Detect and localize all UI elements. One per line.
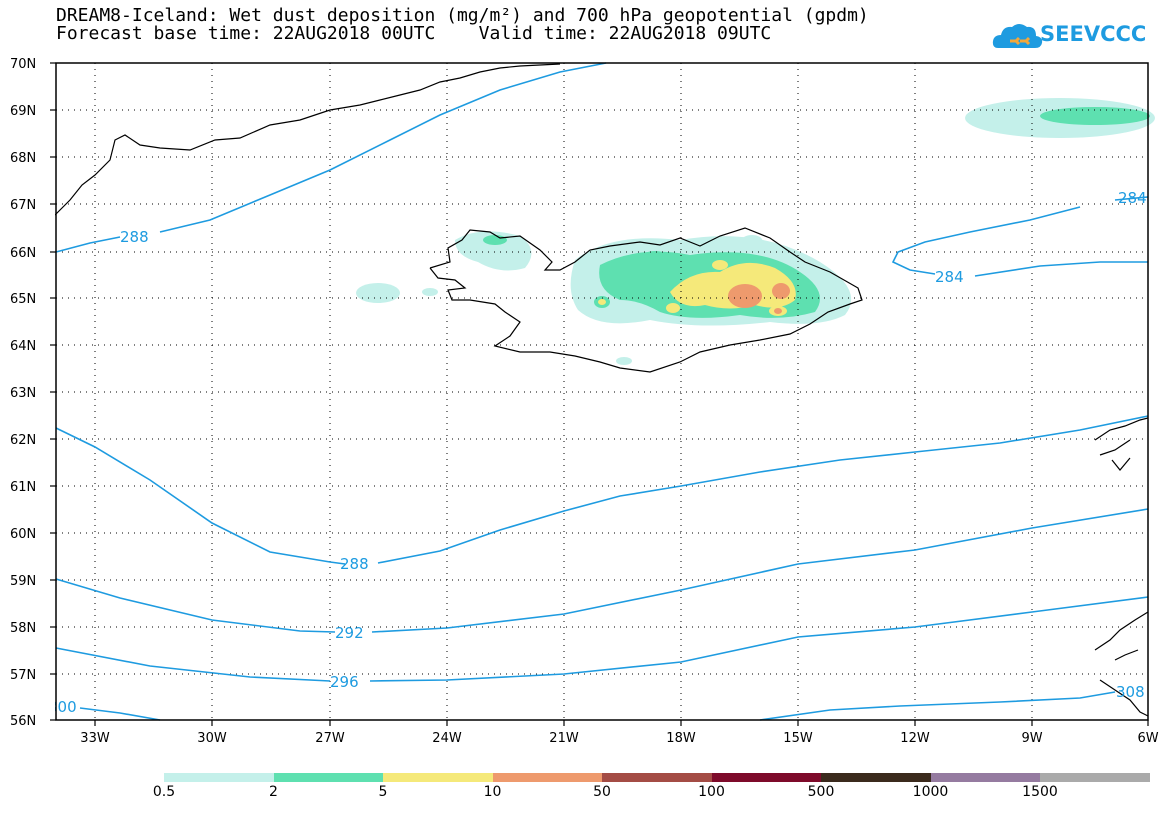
lat-label: 63N [10,386,36,401]
lat-label: 66N [10,246,36,261]
colorbar-segment [821,773,931,782]
colorbar-label: 100 [698,784,725,800]
lat-label: 69N [10,104,36,119]
lon-label: 12W [900,731,930,746]
contour-label: 300 [48,698,77,716]
lon-label: 18W [666,731,696,746]
lon-label: 9W [1021,731,1042,746]
scotland-coastline [1094,611,1149,717]
colorbar-segment [492,773,602,782]
lon-label: 27W [315,731,345,746]
lat-label: 68N [10,151,36,166]
colorbar-segment [602,773,712,782]
lon-label: 30W [197,731,227,746]
colorbar-label: 2 [269,784,278,800]
coastlines [54,63,1149,717]
map-subtitle: Forecast base time: 22AUG2018 00UTC Vali… [56,23,772,44]
colorbar-segment [711,773,821,782]
cloud-logo-icon [992,24,1043,48]
colorbar-segment [1040,773,1150,782]
colorbar-label: 0.5 [152,784,176,800]
logo-text: SEEVCCC [1040,22,1147,46]
colorbar-label: 5 [378,784,388,800]
colorbar-label: 1000 [912,784,949,800]
colorbar [164,773,1150,782]
contour-labels: 288 284 284 288 292 296 300 308 [48,189,1147,716]
lat-label: 65N [10,292,36,307]
colorbar-label: 1500 [1022,784,1058,800]
iceland-coastline [429,227,863,373]
lat-label: 61N [10,480,36,495]
contour-label: 292 [335,624,364,642]
colorbar-label: 500 [807,784,835,800]
latitude-labels: 70N 69N 68N 67N 66N 65N 64N 63N 62N 61N … [10,57,36,729]
contour-label: 288 [340,555,369,573]
lon-label: 6W [1137,731,1158,746]
lat-label: 60N [10,527,36,542]
lon-label: 24W [432,731,462,746]
lat-label: 59N [10,574,36,589]
lat-label: 57N [10,668,36,683]
lon-label: 21W [549,731,579,746]
lat-label: 67N [10,198,36,213]
label-mask-left [0,63,55,743]
lat-label: 64N [10,339,36,354]
axis-ticks [50,62,1149,726]
greenland-coastline [54,63,561,216]
colorbar-label: 10 [483,784,502,800]
contour-label: 288 [120,228,149,246]
graticule [56,63,1148,720]
colorbar-segment [930,773,1040,782]
dust-deposition-shading [356,98,1155,365]
longitude-labels: 33W 30W 27W 24W 21W 18W 15W 12W 9W 6W [80,731,1158,746]
lon-label: 33W [80,731,110,746]
contour-label: 308 [1116,683,1145,701]
contour-label: 284 [935,268,964,286]
lat-label: 62N [10,433,36,448]
map-title: DREAM8-Iceland: Wet dust deposition (mg/… [56,5,869,26]
lat-label: 70N [10,57,36,72]
lat-label: 58N [10,621,36,636]
contour-label: 296 [330,673,359,691]
colorbar-label: 50 [593,784,611,800]
colorbar-segment [383,773,493,782]
colorbar-segment [164,773,274,782]
lat-label: 56N [10,714,36,729]
colorbar-segment [273,773,383,782]
norway-coastline-north [1094,417,1149,471]
contour-label: 284 [1118,189,1147,207]
geopotential-contours [55,62,1149,721]
lon-label: 15W [783,731,813,746]
